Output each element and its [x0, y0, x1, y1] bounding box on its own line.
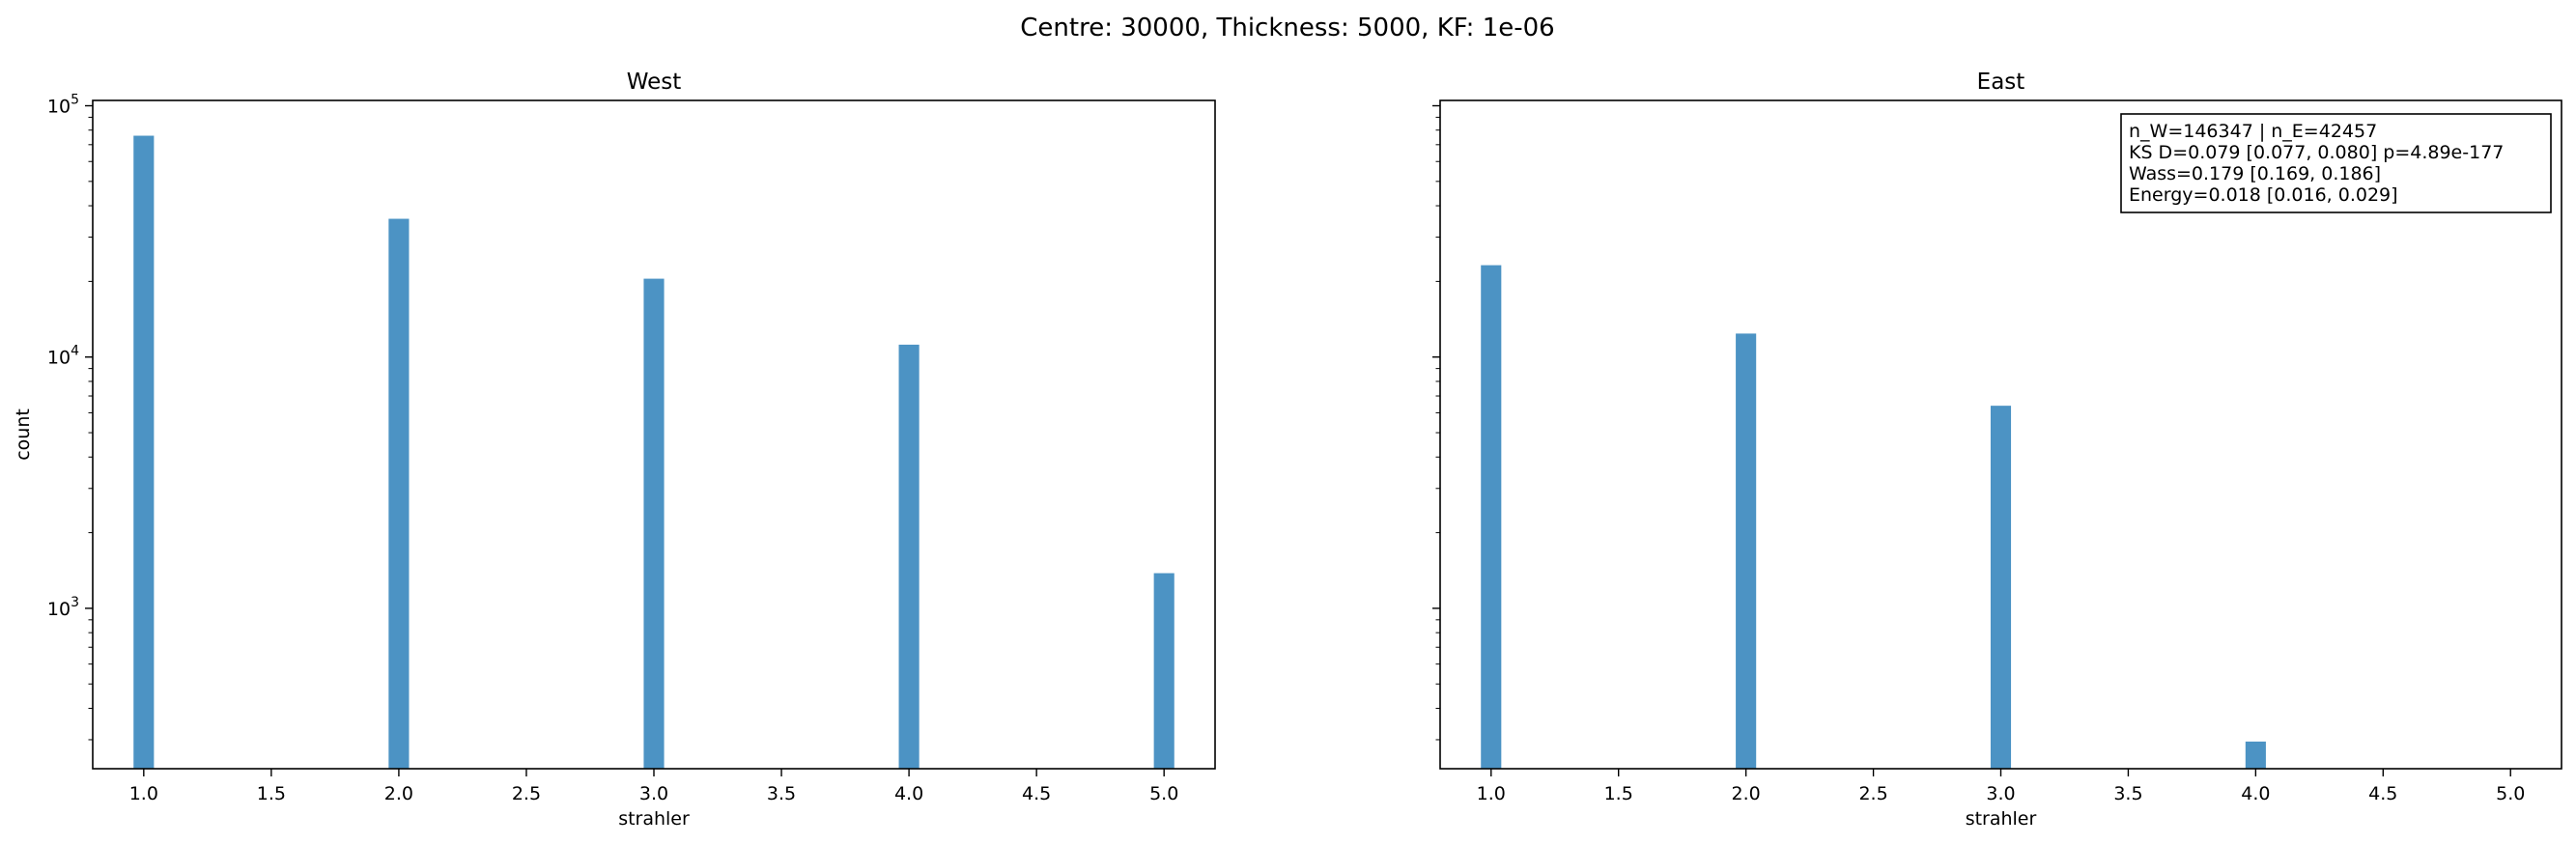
x-tick-label: 1.5 — [1604, 783, 1633, 804]
x-tick-label: 2.5 — [512, 783, 541, 804]
x-tick-label: 5.0 — [1149, 783, 1178, 804]
x-tick-label: 1.5 — [257, 783, 286, 804]
stats-annotation-line: KS D=0.079 [0.077, 0.080] p=4.89e-177 — [2129, 142, 2504, 163]
bar — [1481, 265, 1502, 769]
x-axis-label: strahler — [1966, 808, 2037, 830]
x-tick-label: 2.0 — [1732, 783, 1761, 804]
x-tick-label: 3.5 — [767, 783, 796, 804]
y-axis-label: count — [13, 408, 34, 461]
x-tick-label: 4.5 — [2368, 783, 2397, 804]
y-tick-label: 104 — [47, 344, 79, 369]
stats-annotation-box — [2120, 113, 2552, 213]
x-tick-label: 4.0 — [2241, 783, 2270, 804]
x-axis-label: strahler — [618, 808, 690, 830]
bar — [133, 135, 155, 769]
stats-annotation-line: Energy=0.018 [0.016, 0.029] — [2129, 184, 2398, 206]
x-tick-label: 3.5 — [2113, 783, 2142, 804]
panel-title: East — [1977, 70, 2025, 95]
stats-annotation-line: Wass=0.179 [0.169, 0.186] — [2129, 163, 2381, 184]
x-tick-label: 1.0 — [129, 783, 158, 804]
bar — [643, 278, 665, 769]
panel-title: West — [627, 70, 682, 95]
bar — [2245, 741, 2266, 769]
x-tick-label: 3.0 — [639, 783, 668, 804]
x-tick-label: 2.0 — [384, 783, 413, 804]
panel-west: West 1.0 1.5 2.0 2.5 3.0 3.5 4.0 4.5 5.0 strahler 1… — [13, 70, 1216, 830]
y-tick-label: 103 — [47, 595, 79, 620]
x-tick-label: 3.0 — [1986, 783, 2015, 804]
bar — [898, 344, 920, 769]
x-tick-label: 4.5 — [1022, 783, 1051, 804]
x-tick-label: 4.0 — [894, 783, 923, 804]
bar — [1990, 406, 2012, 769]
y-tick-label: 105 — [47, 93, 79, 118]
x-tick-label: 2.5 — [1858, 783, 1887, 804]
x-tick-label: 1.0 — [1477, 783, 1506, 804]
stats-annotation-line: n_W=146347 | n_E=42457 — [2129, 121, 2377, 142]
bar — [1153, 573, 1175, 769]
bar — [388, 218, 410, 769]
bar — [1736, 333, 1757, 769]
x-tick-label: 5.0 — [2496, 783, 2525, 804]
figure-suptitle: Centre: 30000, Thickness: 5000, KF: 1e-0… — [1020, 14, 1554, 42]
panel-east: East 1.0 1.5 2.0 2.5 3.0 3.5 4.0 4.5 5.0 strahler n… — [1432, 70, 2562, 830]
